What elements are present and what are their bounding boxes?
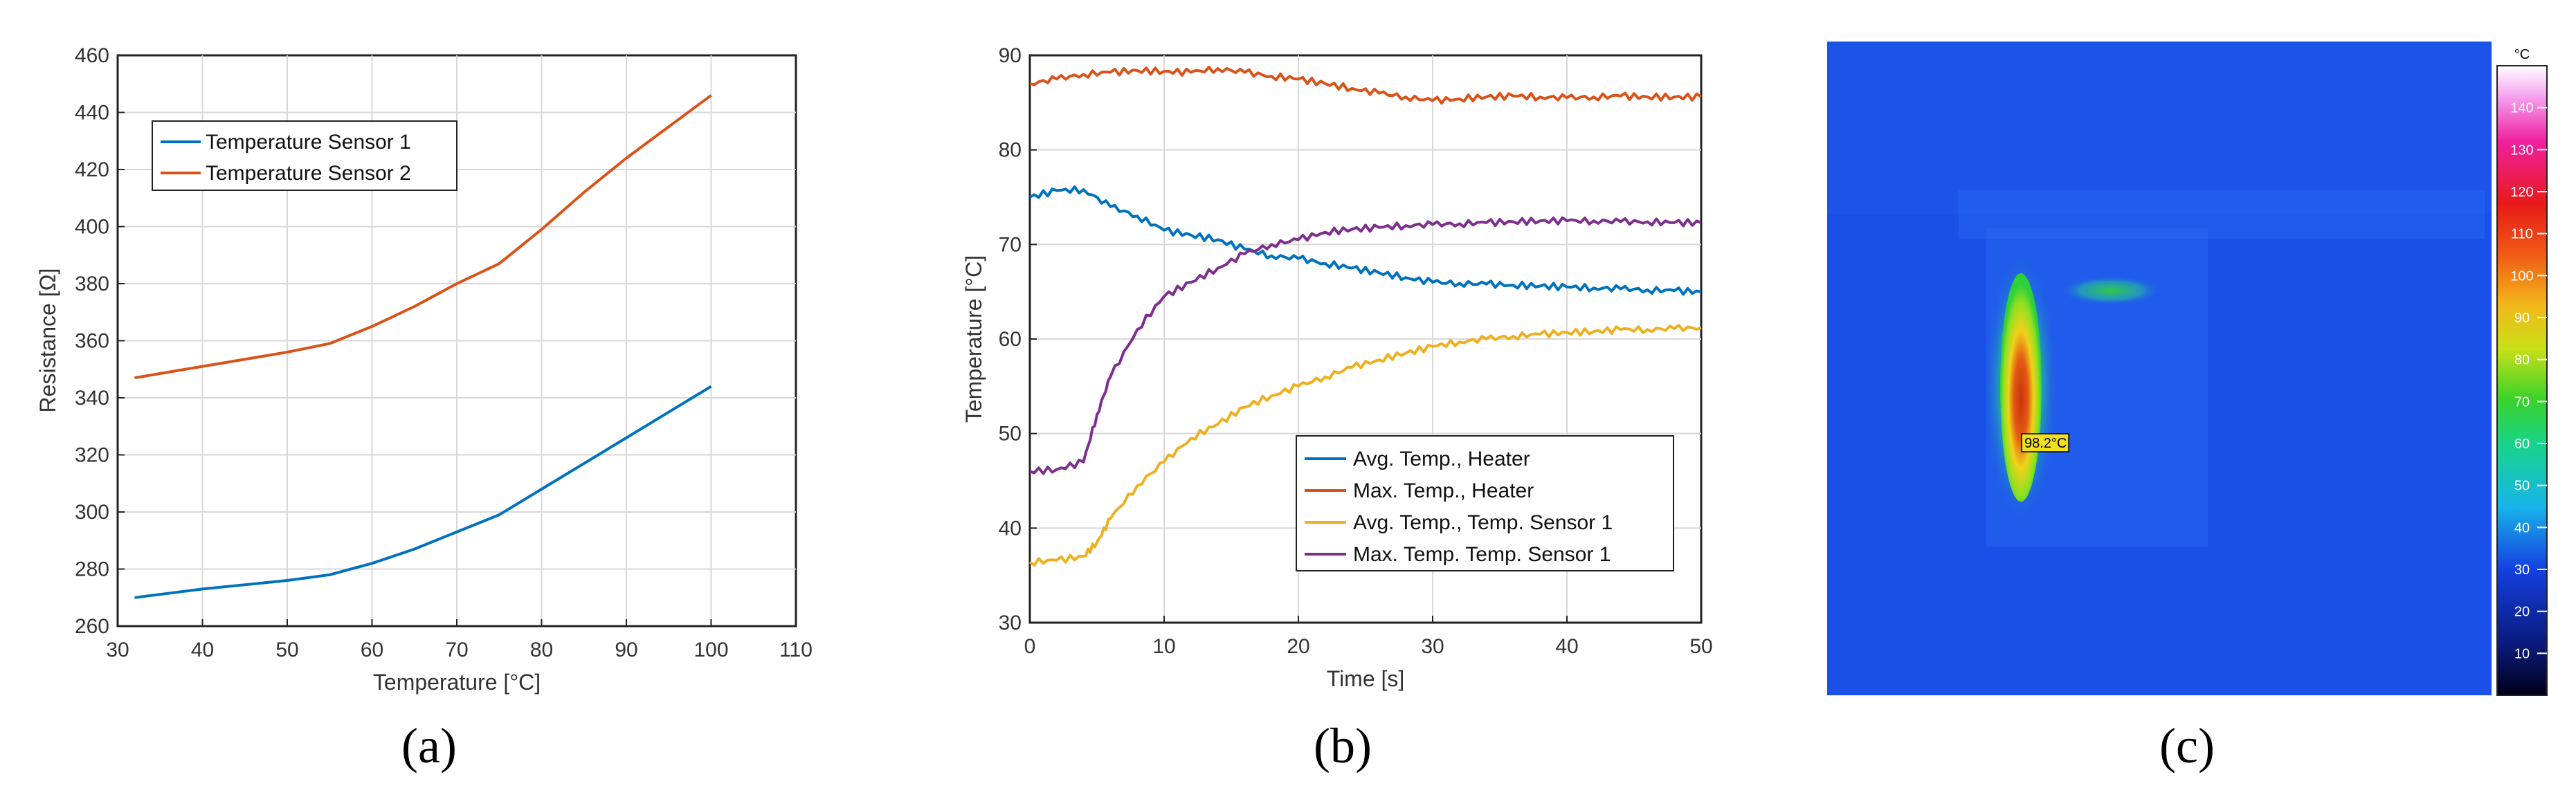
thermal-background-shade <box>1827 42 2492 214</box>
chart-b-caption: (b) <box>1314 718 1372 773</box>
thermal-image-panel: 98.2°C °C 10 20 30 40 50 60 70 80 90 100 110 120 130… <box>1827 42 2548 773</box>
chart-b-xtick-50: 50 <box>1689 635 1712 658</box>
chart-b-xlabel: Time [s] <box>1327 666 1405 691</box>
colorbar-tick-50: 50 <box>2514 479 2530 494</box>
chart-a-xtick-70: 70 <box>445 639 468 661</box>
chart-a-xtick-100: 100 <box>693 639 728 661</box>
thermal-marker-box <box>2021 433 2069 452</box>
colorbar-tick-90: 90 <box>2514 311 2530 326</box>
chart-b-xtick-40: 40 <box>1555 635 1578 658</box>
chart-b-ytick-70: 70 <box>999 233 1022 256</box>
chart-a-ylabel: Resistance [Ω] <box>35 268 60 413</box>
chart-a-ytick-340: 340 <box>75 387 109 410</box>
chart-c-caption: (c) <box>2159 718 2215 773</box>
chart-b-xtick-0: 0 <box>1024 635 1036 658</box>
chart-b-series-1-line <box>1029 185 1702 296</box>
chart-b-series-4-line <box>1029 216 1702 475</box>
chart-b-legend-label-3: Avg. Temp., Temp. Sensor 1 <box>1353 511 1613 534</box>
chart-a-legend: Temperature Sensor 1 Temperature Sensor … <box>152 120 457 191</box>
chart-b-ytick-60: 60 <box>999 328 1022 351</box>
chart-a-legend-label-2: Temperature Sensor 2 <box>206 162 411 185</box>
chart-b-legend: Avg. Temp., Heater Max. Temp., Heater Av… <box>1296 435 1674 571</box>
chart-a-legend-label-1: Temperature Sensor 1 <box>206 131 411 154</box>
colorbar-tick-80: 80 <box>2514 353 2530 368</box>
colorbar-tick-100: 100 <box>2510 268 2533 284</box>
chart-b-ticks: 0 10 20 30 40 50 30 40 50 60 70 80 90 <box>999 44 1713 658</box>
chart-b-series-2-line <box>1029 66 1703 105</box>
chart-a-xtick-60: 60 <box>361 639 383 661</box>
chart-b-lines <box>1028 66 1703 567</box>
chart-a-ytick-360: 360 <box>75 330 109 353</box>
colorbar-tick-70: 70 <box>2514 394 2530 410</box>
chart-a-series-1-line <box>134 385 712 599</box>
chart-b-series-3-line <box>1028 324 1702 567</box>
chart-a-ytick-260: 260 <box>75 615 109 638</box>
chart-a-caption: (a) <box>401 718 457 773</box>
colorbar <box>2496 65 2548 696</box>
chart-a-xtick-80: 80 <box>530 639 553 661</box>
chart-a-ticks: 30 40 50 60 70 80 90 100 110 260 280 300 320 340 360 38… <box>75 44 813 661</box>
chart-b-legend-label-2: Max. Temp., Heater <box>1353 479 1534 502</box>
chart-a-ytick-460: 460 <box>75 44 109 67</box>
chart-a-legend-box <box>152 120 457 191</box>
chart-a-series-2-line <box>134 94 712 380</box>
colorbar-tick-60: 60 <box>2514 437 2530 452</box>
chart-a: 30 40 50 60 70 80 90 100 110 260 280 300 320 340 360 38… <box>35 44 813 773</box>
chart-b: 0 10 20 30 40 50 30 40 50 60 70 80 90 Time [s] Tempe… <box>961 44 1713 773</box>
chart-b-ytick-80: 80 <box>999 139 1022 162</box>
chart-b-ytick-50: 50 <box>999 423 1022 446</box>
chart-b-ylabel: Temperature [°C] <box>961 255 986 423</box>
chart-a-xtick-30: 30 <box>106 639 129 661</box>
chart-a-ytick-420: 420 <box>75 158 109 181</box>
colorbar-tick-10: 10 <box>2514 646 2530 661</box>
chart-a-ytick-300: 300 <box>75 501 109 524</box>
colorbar-tick-140: 140 <box>2510 101 2533 116</box>
colorbar-tick-40: 40 <box>2514 520 2530 535</box>
chart-a-xtick-40: 40 <box>191 639 214 661</box>
chart-a-ytick-400: 400 <box>75 216 109 239</box>
thermal-warm-strip <box>2059 275 2163 306</box>
chart-a-xtick-90: 90 <box>615 639 637 661</box>
chart-a-ytick-280: 280 <box>75 558 109 581</box>
chart-a-ytick-320: 320 <box>75 444 109 467</box>
thermal-marker-label: 98.2°C <box>2024 436 2067 451</box>
chart-b-xtick-30: 30 <box>1421 635 1444 658</box>
colorbar-unit: °C <box>2514 47 2530 62</box>
colorbar-tick-30: 30 <box>2514 562 2530 578</box>
chart-a-ytick-380: 380 <box>75 273 109 295</box>
chart-b-ytick-40: 40 <box>999 517 1022 540</box>
chart-b-xtick-10: 10 <box>1152 635 1175 658</box>
colorbar-ticks: 10 20 30 40 50 60 70 80 90 100 110 120 130 140 <box>2510 101 2547 661</box>
chart-a-lines <box>134 94 712 599</box>
chart-a-xlabel: Temperature [°C] <box>373 670 541 695</box>
colorbar-tick-110: 110 <box>2511 227 2533 242</box>
colorbar-tick-130: 130 <box>2510 143 2533 158</box>
chart-b-legend-box <box>1296 435 1674 571</box>
chart-a-grid <box>118 55 796 626</box>
colorbar-tick-20: 20 <box>2514 605 2530 620</box>
chart-b-ytick-90: 90 <box>999 44 1022 67</box>
chart-b-legend-label-4: Max. Temp. Temp. Sensor 1 <box>1353 543 1611 566</box>
chart-b-ytick-30: 30 <box>999 612 1022 634</box>
chart-a-ytick-440: 440 <box>75 102 109 125</box>
thermal-hot-spot <box>2000 273 2042 502</box>
chart-a-xtick-50: 50 <box>275 639 298 661</box>
colorbar-tick-120: 120 <box>2510 185 2533 200</box>
chart-a-xtick-110: 110 <box>779 639 813 661</box>
chart-b-legend-label-1: Avg. Temp., Heater <box>1353 448 1530 470</box>
chart-b-xtick-20: 20 <box>1287 635 1309 658</box>
